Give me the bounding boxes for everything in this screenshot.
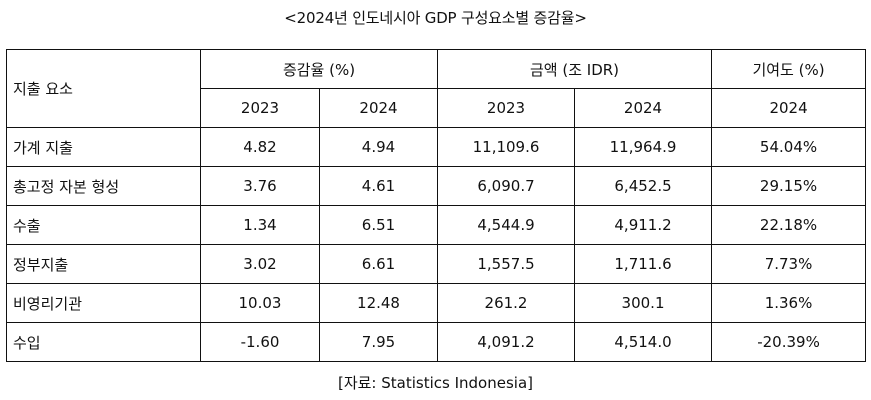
- header-row-groups: 지출 요소 증감율 (%) 금액 (조 IDR) 기여도 (%): [6, 49, 867, 128]
- row-item: 총고정 자본 형성: [6, 166, 201, 206]
- header-row-years: 2023 2024 2023 2024 2024: [7, 88, 867, 128]
- row-contrib-2024: 22.18%: [711, 205, 867, 245]
- header-contrib-2024: 2024: [711, 88, 867, 128]
- row-amount-2024: 6,452.5: [574, 166, 713, 206]
- row-item: 가계 지출: [6, 127, 201, 167]
- source-note: [자료: Statistics Indonesia]: [337, 374, 533, 392]
- table-row: 총고정 자본 형성 3.76 4.61 6,090.7 6,452.5 29.1…: [6, 166, 867, 206]
- row-growth-2023: 3.76: [200, 166, 320, 206]
- table-row: 비영리기관 10.03 12.48 261.2 300.1 1.36%: [6, 283, 867, 323]
- header-growth-2024: 2024: [318, 88, 439, 128]
- header-item: 지출 요소: [6, 49, 201, 128]
- row-item: 수출: [6, 205, 201, 245]
- header-amount-group: 금액 (조 IDR): [437, 49, 713, 89]
- row-growth-2024: 12.48: [318, 283, 439, 323]
- row-growth-2024: 4.94: [318, 127, 439, 167]
- row-amount-2024: 300.1: [574, 283, 713, 323]
- table-row: 정부지출 3.02 6.61 1,557.5 1,711.6 7.73%: [6, 244, 867, 284]
- row-amount-2023: 4,544.9: [437, 205, 576, 245]
- row-amount-2023: 261.2: [437, 283, 576, 323]
- table-row: 수출 1.34 6.51 4,544.9 4,911.2 22.18%: [6, 205, 867, 245]
- row-item: 정부지출: [6, 244, 201, 284]
- row-growth-2023: 4.82: [200, 127, 320, 167]
- header-growth-2023: 2023: [200, 88, 320, 128]
- row-amount-2024: 1,711.6: [574, 244, 713, 284]
- row-contrib-2024: 29.15%: [711, 166, 867, 206]
- row-amount-2024: 4,514.0: [574, 322, 713, 362]
- row-contrib-2024: 1.36%: [711, 283, 867, 323]
- header-growth-group: 증감율 (%): [199, 49, 439, 89]
- row-amount-2024: 11,964.9: [574, 127, 713, 167]
- row-contrib-2024: 7.73%: [711, 244, 867, 284]
- row-contrib-2024: -20.39%: [711, 322, 867, 362]
- row-growth-2024: 6.61: [318, 244, 439, 284]
- table-row: 수입 -1.60 7.95 4,091.2 4,514.0 -20.39%: [6, 322, 867, 362]
- row-contrib-2024: 54.04%: [711, 127, 867, 167]
- row-growth-2024: 4.61: [318, 166, 439, 206]
- row-amount-2024: 4,911.2: [574, 205, 713, 245]
- row-item: 수입: [6, 322, 201, 362]
- row-growth-2024: 7.95: [318, 322, 439, 362]
- row-growth-2023: -1.60: [200, 322, 320, 362]
- header-amount-2023: 2023: [437, 88, 576, 128]
- row-item: 비영리기관: [6, 283, 201, 323]
- table-row: 가계 지출 4.82 4.94 11,109.6 11,964.9 54.04%: [6, 127, 867, 167]
- row-growth-2023: 3.02: [200, 244, 320, 284]
- row-amount-2023: 11,109.6: [437, 127, 576, 167]
- header-contrib-group: 기여도 (%): [711, 49, 867, 89]
- table-title: <2024년 인도네시아 GDP 구성요소별 증감율>: [284, 9, 587, 27]
- gdp-components-table: 지출 요소 증감율 (%) 금액 (조 IDR) 기여도 (%) 2023 20…: [6, 49, 867, 362]
- row-amount-2023: 1,557.5: [437, 244, 576, 284]
- row-growth-2024: 6.51: [318, 205, 439, 245]
- header-amount-2024: 2024: [574, 88, 713, 128]
- row-amount-2023: 4,091.2: [437, 322, 576, 362]
- row-amount-2023: 6,090.7: [437, 166, 576, 206]
- row-growth-2023: 10.03: [200, 283, 320, 323]
- row-growth-2023: 1.34: [200, 205, 320, 245]
